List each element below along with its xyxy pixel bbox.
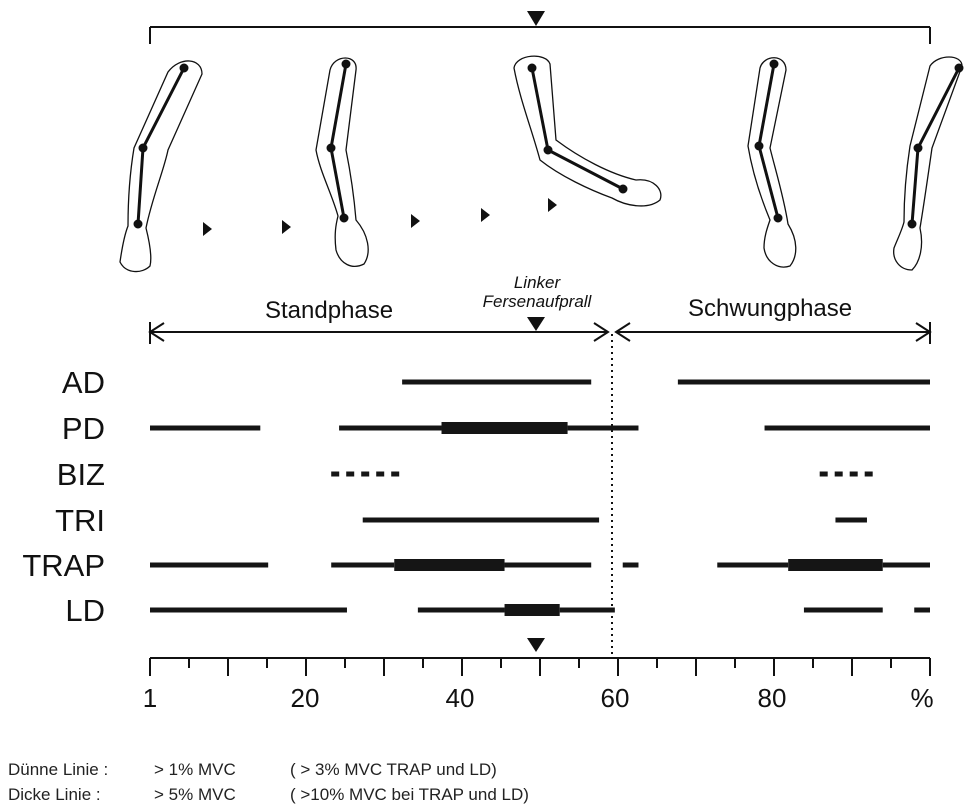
heelstrike-label-line2: Fersenaufprall [483, 292, 593, 311]
motion-arrow-3 [411, 214, 420, 228]
motion-arrow-2 [282, 220, 291, 234]
stance-phase-label: Standphase [265, 297, 393, 324]
legend-thick-label: Dicke Linie : [8, 785, 101, 804]
tick-label-20: 20 [291, 683, 320, 713]
bottom-axis-ticks [149, 658, 931, 676]
arm-figure-5 [893, 56, 964, 271]
muscle-label-pd: PD [62, 411, 105, 446]
muscle-label-tri: TRI [55, 503, 105, 538]
muscle-activity-rows: AD PD BIZ TRI TRAP LD [22, 365, 930, 628]
legend-thick-value: > 5% MVC [154, 785, 236, 804]
motion-arrow-4 [481, 208, 490, 222]
legend-thick-note: ( >10% MVC bei TRAP und LD) [290, 785, 529, 804]
tick-label-percent: % [910, 683, 933, 713]
tick-label-60: 60 [601, 683, 630, 713]
muscle-label-trap: TRAP [22, 548, 105, 583]
top-midpoint-marker [527, 11, 545, 26]
legend-thin-value: > 1% MVC [154, 760, 236, 779]
bottom-midpoint-marker [527, 638, 545, 652]
heelstrike-marker [527, 317, 545, 331]
stance-phase-arrow [148, 322, 610, 344]
motion-arrow-1 [203, 222, 212, 236]
tick-label-80: 80 [758, 683, 787, 713]
motion-arrow-5 [548, 198, 557, 212]
arm-figure-2 [315, 57, 369, 267]
bottom-axis-tick-labels: 1 20 40 60 80 % [143, 683, 934, 713]
tick-label-1: 1 [143, 683, 157, 713]
arm-figure-3 [513, 55, 662, 207]
motion-arrows [203, 198, 557, 236]
muscle-label-ad: AD [62, 365, 105, 400]
heelstrike-label-line1: Linker [514, 273, 562, 292]
top-timeline [149, 26, 931, 44]
muscle-label-biz: BIZ [57, 457, 105, 492]
arm-figure-4 [747, 57, 797, 268]
arm-figure-1 [119, 60, 203, 273]
swing-phase-arrow [614, 322, 932, 344]
swing-phase-label: Schwungphase [688, 295, 852, 322]
legend-thin-note: ( > 3% MVC TRAP und LD) [290, 760, 497, 779]
gait-emg-diagram: Standphase Linker Fersenaufprall Schwung… [22, 11, 964, 713]
legend-thin-label: Dünne Linie : [8, 760, 109, 779]
muscle-label-ld: LD [65, 593, 105, 628]
tick-label-40: 40 [446, 683, 475, 713]
